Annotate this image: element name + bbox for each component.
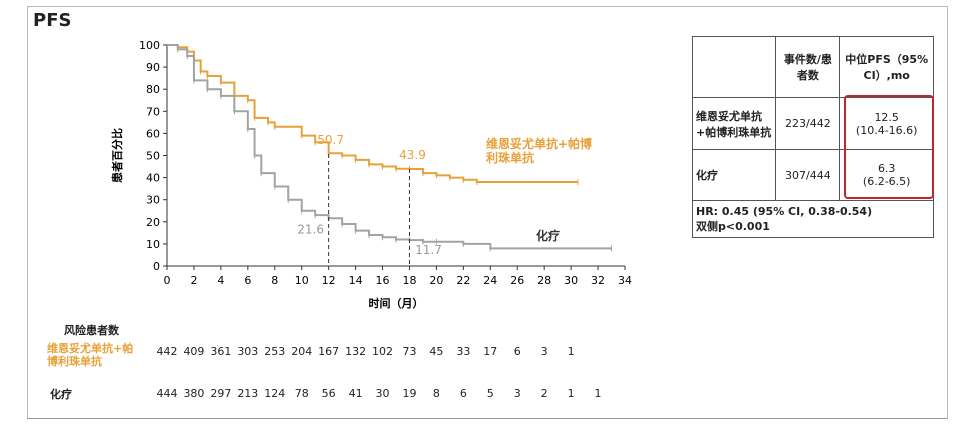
x-tick-label: 6 xyxy=(244,274,251,287)
stats-header-events: 事件数/患者数 xyxy=(775,36,841,98)
series-label-treatment: 维恩妥尤单抗+帕博 xyxy=(486,136,592,151)
risk-count: 30 xyxy=(375,387,390,400)
stats-table: 事件数/患者数 中位PFS（95% CI）,mo 维恩妥尤单抗+帕博利珠单抗 2… xyxy=(691,36,934,238)
x-tick-label: 16 xyxy=(376,274,390,287)
risk-count: 3 xyxy=(540,345,548,358)
stats-row-label: 维恩妥尤单抗+帕博利珠单抗 xyxy=(691,97,777,150)
x-tick-label: 2 xyxy=(190,274,197,287)
median-ci: (6.2-6.5) xyxy=(862,175,911,188)
risk-count: 297 xyxy=(210,387,232,400)
median-value: 6.3 xyxy=(877,162,896,175)
y-tick-label: 90 xyxy=(146,61,160,74)
stats-header-median: 中位PFS（95% CI）,mo xyxy=(839,36,934,98)
x-tick-label: 0 xyxy=(164,274,171,287)
risk-row-label: 化疗 xyxy=(50,388,72,401)
risk-count: 132 xyxy=(345,345,367,358)
y-tick-label: 50 xyxy=(146,150,160,163)
x-tick-label: 32 xyxy=(591,274,605,287)
y-tick-label: 0 xyxy=(153,260,160,273)
x-tick-label: 12 xyxy=(322,274,336,287)
divider xyxy=(27,418,947,419)
risk-count: 78 xyxy=(294,387,309,400)
x-tick-label: 8 xyxy=(271,274,278,287)
risk-count: 213 xyxy=(237,387,259,400)
series-label-chemo: 化疗 xyxy=(536,228,560,243)
series-label-treatment: 利珠单抗 xyxy=(486,150,534,165)
risk-count: 442 xyxy=(156,345,178,358)
risk-count: 361 xyxy=(210,345,232,358)
p-value: 双侧p<0.001 xyxy=(696,219,770,233)
y-axis-title: 患者百分比 xyxy=(110,128,124,183)
x-tick-label: 4 xyxy=(217,274,224,287)
x-axis-title: 时间（月） xyxy=(369,296,424,310)
risk-count: 380 xyxy=(183,387,205,400)
risk-count: 45 xyxy=(429,345,444,358)
x-tick-label: 22 xyxy=(456,274,470,287)
risk-count: 204 xyxy=(291,345,313,358)
risk-count: 33 xyxy=(456,345,471,358)
risk-count: 167 xyxy=(318,345,340,358)
risk-count: 253 xyxy=(264,345,286,358)
risk-row-label: 维恩妥尤单抗+帕 博利珠单抗 xyxy=(47,342,134,368)
hazard-ratio: HR: 0.45 (95% CI, 0.38-0.54) 双侧p<0.001 xyxy=(692,200,934,238)
x-tick-label: 30 xyxy=(564,274,578,287)
series-line-treatment xyxy=(167,44,578,184)
median-highlight-box xyxy=(844,95,934,199)
figure-title: PFS xyxy=(33,10,72,31)
risk-count: 3 xyxy=(513,387,521,400)
risk-count: 102 xyxy=(372,345,394,358)
risk-count: 8 xyxy=(432,387,440,400)
x-tick-label: 20 xyxy=(429,274,443,287)
annotation-11-7: 11.7 xyxy=(415,243,442,257)
y-tick-label: 100 xyxy=(139,39,160,52)
risk-count: 2 xyxy=(540,387,548,400)
x-tick-label: 18 xyxy=(402,274,416,287)
risk-count: 19 xyxy=(402,387,417,400)
risk-count: 1 xyxy=(594,387,602,400)
risk-count: 444 xyxy=(156,387,178,400)
y-tick-label: 20 xyxy=(146,216,160,229)
risk-count: 73 xyxy=(402,345,417,358)
y-tick-label: 80 xyxy=(146,83,160,96)
y-tick-label: 70 xyxy=(146,105,160,118)
stats-row-label: 化疗 xyxy=(691,149,777,201)
x-tick-label: 26 xyxy=(510,274,524,287)
risk-count: 124 xyxy=(264,387,286,400)
x-tick-label: 10 xyxy=(295,274,309,287)
stats-header-blank xyxy=(691,36,777,98)
risk-count: 1 xyxy=(567,387,575,400)
risk-count: 56 xyxy=(321,387,336,400)
risk-count: 41 xyxy=(348,387,363,400)
risk-count: 409 xyxy=(183,345,205,358)
annotation-50-7: 50.7 xyxy=(317,133,344,147)
x-tick-label: 14 xyxy=(349,274,363,287)
x-tick-label: 34 xyxy=(618,274,632,287)
risk-count: 6 xyxy=(513,345,521,358)
x-tick-label: 24 xyxy=(483,274,497,287)
risk-count: 303 xyxy=(237,345,259,358)
hr-text: HR: 0.45 (95% CI, 0.38-0.54) xyxy=(696,204,873,218)
stats-events: 307/444 xyxy=(775,149,841,201)
risk-count: 6 xyxy=(459,387,467,400)
risk-table-header: 风险患者数 xyxy=(64,324,119,337)
y-tick-label: 30 xyxy=(146,194,160,207)
annotation-43-9: 43.9 xyxy=(399,148,426,162)
risk-count: 1 xyxy=(567,345,575,358)
median-ci: (10.4-16.6) xyxy=(855,123,918,137)
risk-count: 17 xyxy=(483,345,498,358)
y-tick-label: 40 xyxy=(146,172,160,185)
x-tick-label: 28 xyxy=(537,274,551,287)
risk-count: 5 xyxy=(486,387,494,400)
median-value: 12.5 xyxy=(874,110,899,124)
stats-median: 6.3 (6.2-6.5) xyxy=(839,149,934,201)
y-tick-label: 60 xyxy=(146,127,160,140)
y-tick-label: 10 xyxy=(146,238,160,251)
annotation-21-6: 21.6 xyxy=(297,222,324,236)
stats-events: 223/442 xyxy=(775,97,841,150)
